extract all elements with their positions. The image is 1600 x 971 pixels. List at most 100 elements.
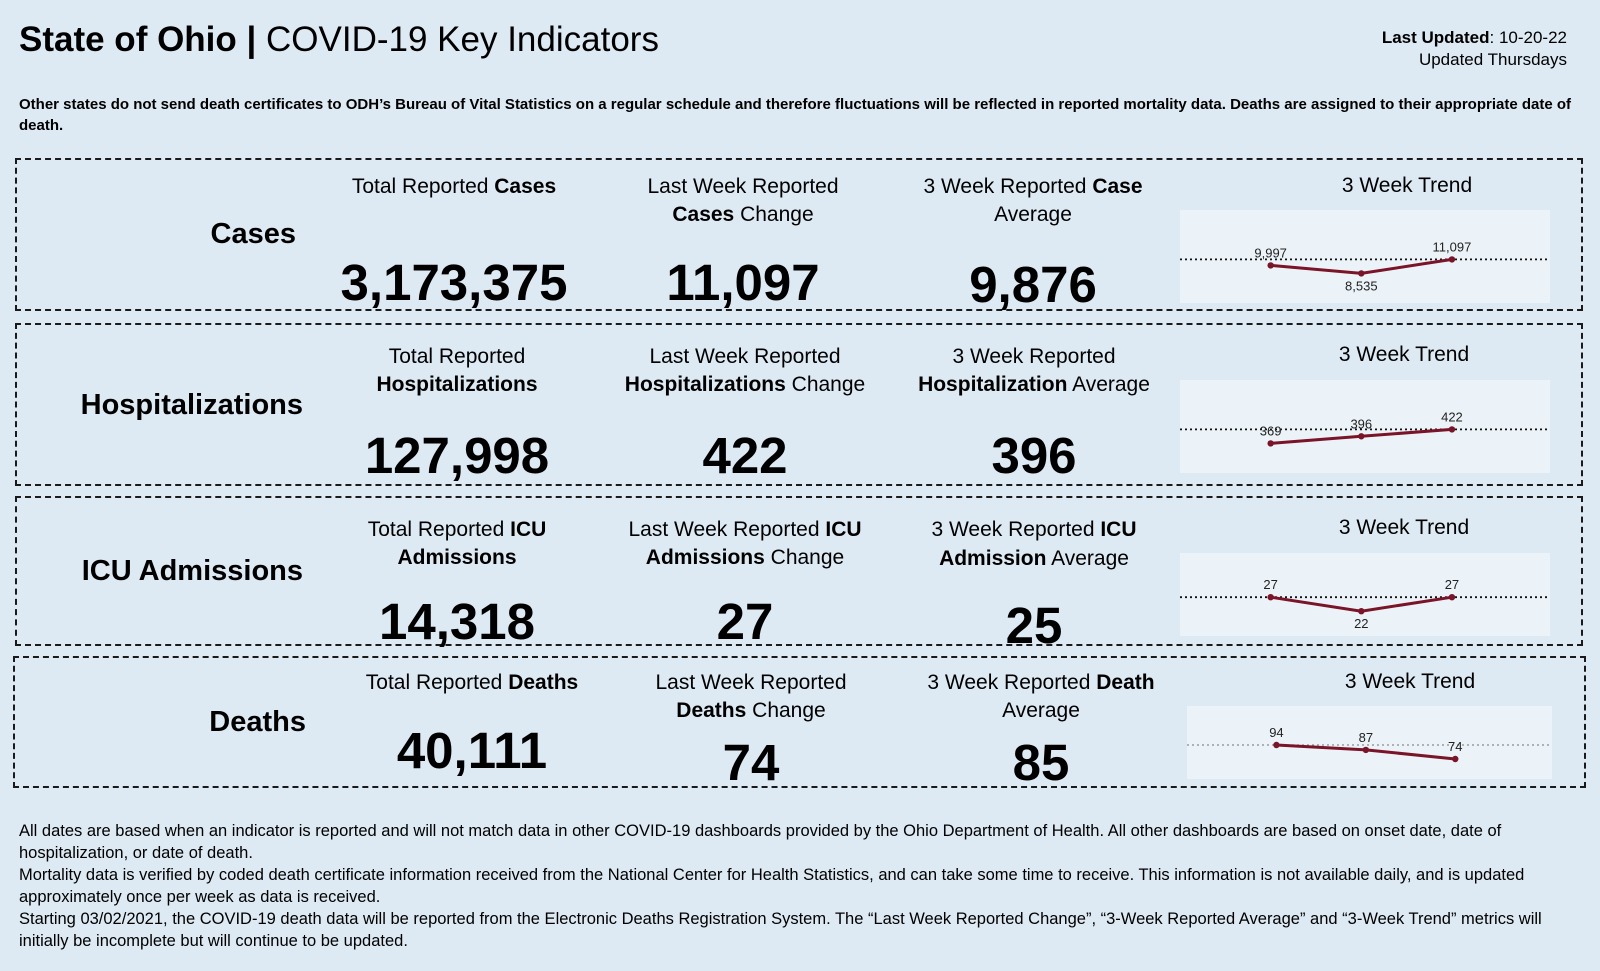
icu-trend-point-1 (1267, 594, 1274, 601)
footer-note-1: All dates are based when an indicator is… (19, 822, 1502, 862)
hosp-total-head-1: Total Reported (388, 345, 526, 368)
title-rest: COVID-19 Key Indicators (256, 20, 659, 59)
last-updated: Last Updated: 10-20-22 Updated Thursdays (1382, 27, 1567, 71)
hosp-trend-point-2 (1358, 433, 1365, 440)
icu-change-head-pre: Last Week Reported (628, 518, 826, 541)
deaths-label: Deaths (209, 706, 306, 738)
hosp-total-value: 127,998 (364, 427, 550, 484)
icu-change: Last Week Reported ICU Admissions Change… (595, 516, 895, 650)
hosp-change-head-bold: Hospitalizations (624, 373, 786, 396)
cases-trend-point-3 (1448, 256, 1456, 263)
deaths-total-value: 40,111 (396, 722, 548, 779)
icu-trend-label-1: 27 (1263, 577, 1277, 592)
deaths-trend-plot-area (1187, 706, 1552, 779)
footer-note-2: Mortality data is verified by coded deat… (19, 866, 1525, 906)
cases-total-value: 3,173,375 (340, 254, 568, 311)
cases-average-value: 9,876 (969, 256, 1097, 313)
cases-trend-label-2: 8,535 (1345, 278, 1378, 293)
cases-trend-point-1 (1267, 262, 1274, 269)
deaths-change-head-bold: Deaths (676, 699, 747, 722)
cases-change: Last Week Reported Cases Change 11,097 (593, 173, 893, 313)
icu-avg-head-bold2: Admission (939, 547, 1047, 570)
icu-label: ICU Admissions (81, 555, 303, 587)
cases-change-head-bold: Cases (672, 203, 735, 226)
deaths-total-head-bold: Deaths (508, 671, 579, 694)
icu-total-head-pre: Total Reported (367, 518, 511, 541)
cases-total-head-bold: Cases (494, 175, 557, 198)
cases-trend-plot-area (1180, 210, 1550, 303)
icu-change-head-post: Change (764, 546, 845, 569)
hosp-change-value: 422 (702, 427, 788, 484)
hosp-change-head-1: Last Week Reported (649, 345, 841, 368)
icu-total: Total Reported ICU Admissions 14,318 (307, 516, 607, 650)
hosp-trend-point-3 (1448, 426, 1456, 433)
hosp-trend-plot-area (1180, 380, 1550, 473)
cases-avg-head-2: Average (994, 203, 1072, 226)
mortality-note: Other states do not send death certifica… (19, 96, 1572, 134)
cases-trend-point-2 (1358, 270, 1365, 277)
deaths-avg-head-pre: 3 Week Reported (927, 671, 1097, 694)
hosp-avg-head-bold: Hospitalization (918, 373, 1068, 396)
cases-change-head-post: Change (734, 203, 814, 226)
icu-trend-label-2: 22 (1354, 616, 1368, 631)
cases-panel: Cases Total Reported Cases 3,173,375 Las… (15, 158, 1583, 313)
hosp-trend-point-1 (1267, 440, 1274, 447)
deaths-trend-chart: 94 87 74 (1187, 706, 1552, 779)
last-updated-value: : 10-20-22 (1489, 28, 1568, 47)
cases-trend-chart: 9,997 8,535 11,097 (1180, 210, 1550, 303)
deaths-panel: Deaths Total Reported Deaths 40,111 Last… (13, 656, 1586, 791)
hosp-trend-label-3: 422 (1441, 409, 1463, 424)
deaths-trend-point-3 (1452, 755, 1459, 763)
hosp-trend-label-2: 396 (1350, 416, 1372, 431)
icu-average: 3 Week Reported ICU Admission Average 25 (884, 516, 1184, 654)
hosp-avg-head-1: 3 Week Reported (952, 345, 1116, 368)
cases-trend-label-1: 9,997 (1254, 245, 1287, 260)
deaths-trend-title: 3 Week Trend (1344, 670, 1476, 693)
deaths-change-head-post: Change (746, 699, 826, 722)
deaths-trend-label-1: 94 (1269, 725, 1283, 740)
icu-trend-plot-area (1180, 553, 1550, 636)
deaths-trend-label-2: 87 (1359, 730, 1373, 745)
cases-change-head-1: Last Week Reported (647, 175, 839, 198)
deaths-avg-head-2: Average (1002, 699, 1080, 722)
cases-average: 3 Week Reported Case Average 9,876 (883, 173, 1183, 313)
icu-trend-chart: 27 22 27 (1180, 553, 1550, 636)
deaths-trend-point-1 (1273, 741, 1280, 749)
cases-total-head-pre: Total Reported (351, 175, 495, 198)
hosp-change: Last Week Reported Hospitalizations Chan… (595, 343, 895, 484)
cases-change-value: 11,097 (666, 254, 820, 311)
icu-avg-head-pre: 3 Week Reported (931, 518, 1101, 541)
last-updated-label: Last Updated (1381, 28, 1490, 47)
title-state: State of Ohio | (19, 20, 257, 59)
deaths-change: Last Week Reported Deaths Change 74 (601, 669, 901, 791)
icu-total-value: 14,318 (379, 593, 535, 650)
deaths-average: 3 Week Reported Death Average 85 (891, 669, 1191, 791)
update-schedule: Updated Thursdays (1418, 50, 1567, 69)
hosp-trend-title: 3 Week Trend (1338, 343, 1470, 366)
icu-trend-point-3 (1448, 594, 1456, 601)
icu-change-head-bold2: Admissions (645, 546, 765, 569)
hosp-avg-head-post: Average (1067, 373, 1150, 396)
deaths-change-head-1: Last Week Reported (655, 671, 847, 694)
deaths-avg-head-bold: Death (1096, 671, 1155, 694)
deaths-average-value: 85 (1012, 734, 1070, 791)
footer-notes: All dates are based when an indicator is… (19, 820, 1589, 952)
hosp-total: Total Reported Hospitalizations 127,998 (307, 343, 607, 484)
icu-trend-title: 3 Week Trend (1338, 516, 1470, 539)
cases-trend-label-3: 11,097 (1433, 239, 1472, 254)
deaths-trend-point-2 (1362, 746, 1370, 754)
cases-total: Total Reported Cases 3,173,375 (304, 173, 604, 313)
icu-change-head-bold1: ICU (825, 518, 862, 541)
hosp-label: Hospitalizations (80, 389, 303, 421)
icu-total-head-bold2: Admissions (397, 546, 517, 569)
icu-avg-head-post: Average (1046, 547, 1129, 570)
deaths-total: Total Reported Deaths 40,111 (322, 669, 622, 789)
icu-panel: ICU Admissions Total Reported ICU Admiss… (15, 496, 1583, 654)
deaths-change-value: 74 (722, 734, 780, 791)
hosp-panel: Hospitalizations Total Reported Hospital… (15, 323, 1583, 486)
footer-note-3: Starting 03/02/2021, the COVID-19 death … (19, 910, 1542, 950)
cases-trend-title: 3 Week Trend (1341, 174, 1473, 197)
cases-avg-head-pre: 3 Week Reported (923, 175, 1093, 198)
deaths-total-head-pre: Total Reported (365, 671, 509, 694)
deaths-trend-label-3: 74 (1448, 739, 1462, 754)
